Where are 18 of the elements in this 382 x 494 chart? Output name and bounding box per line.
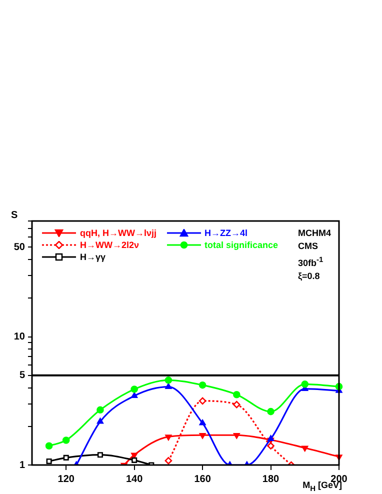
- y-tick-label: 50: [14, 242, 26, 253]
- y-axis-title: S: [11, 210, 18, 221]
- legend-label: total significance: [204, 240, 278, 250]
- legend-label: H→ZZ→4l: [204, 228, 248, 238]
- x-tick-label: 120: [58, 474, 75, 485]
- x-tick-label: 160: [194, 474, 212, 485]
- y-tick-label: 1: [19, 460, 26, 471]
- legend-label: H→γγ: [80, 252, 106, 262]
- annotation: CMS: [298, 240, 319, 253]
- y-tick-label: 10: [14, 332, 26, 343]
- annotation: ξ=0.8: [298, 270, 321, 283]
- legend-label: qqH, H→WW→lνjj: [80, 228, 156, 238]
- annotation: MCHM4: [298, 227, 331, 240]
- y-tick-label: 5: [19, 370, 26, 382]
- annotation: 30fb$^{-1}$: [298, 254, 324, 270]
- x-tick-label: 180: [262, 474, 280, 485]
- legend-label: H→WW→2l2ν: [80, 240, 140, 250]
- x-tick-label: 140: [126, 474, 144, 485]
